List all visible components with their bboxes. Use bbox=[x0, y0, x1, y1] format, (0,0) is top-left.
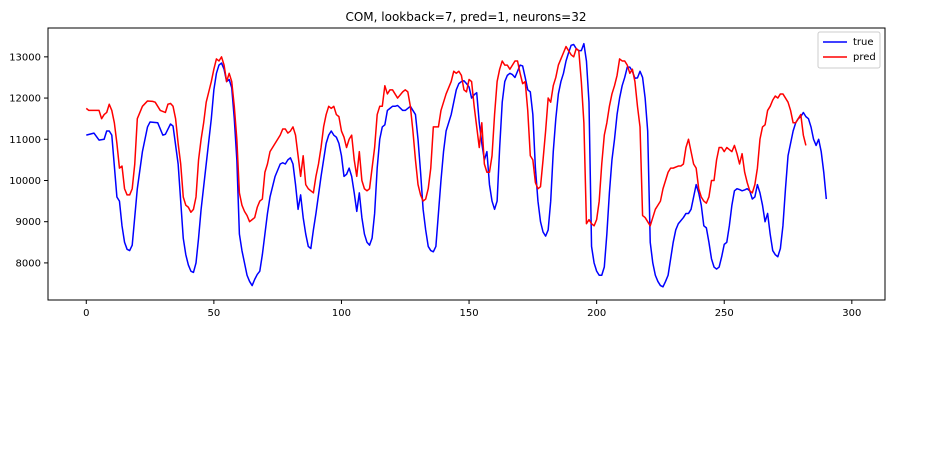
x-tick-label: 300 bbox=[842, 308, 861, 319]
legend-pred-label: pred bbox=[853, 52, 876, 63]
x-tick-label: 200 bbox=[587, 308, 606, 319]
plot-frame bbox=[47, 27, 886, 301]
legend-true-label: true bbox=[853, 37, 874, 48]
y-tick-label: 13000 bbox=[9, 52, 41, 63]
series-layer bbox=[85, 42, 828, 288]
y-tick-label: 10000 bbox=[9, 176, 41, 187]
x-tick-label: 150 bbox=[460, 308, 479, 319]
y-tick-label: 9000 bbox=[16, 217, 41, 228]
x-tick-label: 100 bbox=[332, 308, 351, 319]
series-line-pred bbox=[85, 45, 807, 227]
y-axis: 8000 9000 10000 11000 12000 13000 bbox=[9, 52, 48, 269]
y-tick-label: 11000 bbox=[9, 135, 41, 146]
chart-title: COM, lookback=7, pred=1, neurons=32 bbox=[345, 10, 586, 24]
x-tick-label: 250 bbox=[715, 308, 734, 319]
y-tick-label: 8000 bbox=[16, 258, 41, 269]
x-tick-label: 50 bbox=[208, 308, 221, 319]
x-axis: 0 50 100 150 200 250 300 bbox=[83, 300, 861, 319]
x-tick-label: 0 bbox=[83, 308, 89, 319]
legend: true pred bbox=[817, 31, 881, 69]
legend-box bbox=[817, 31, 881, 69]
y-tick-label: 12000 bbox=[9, 94, 41, 105]
